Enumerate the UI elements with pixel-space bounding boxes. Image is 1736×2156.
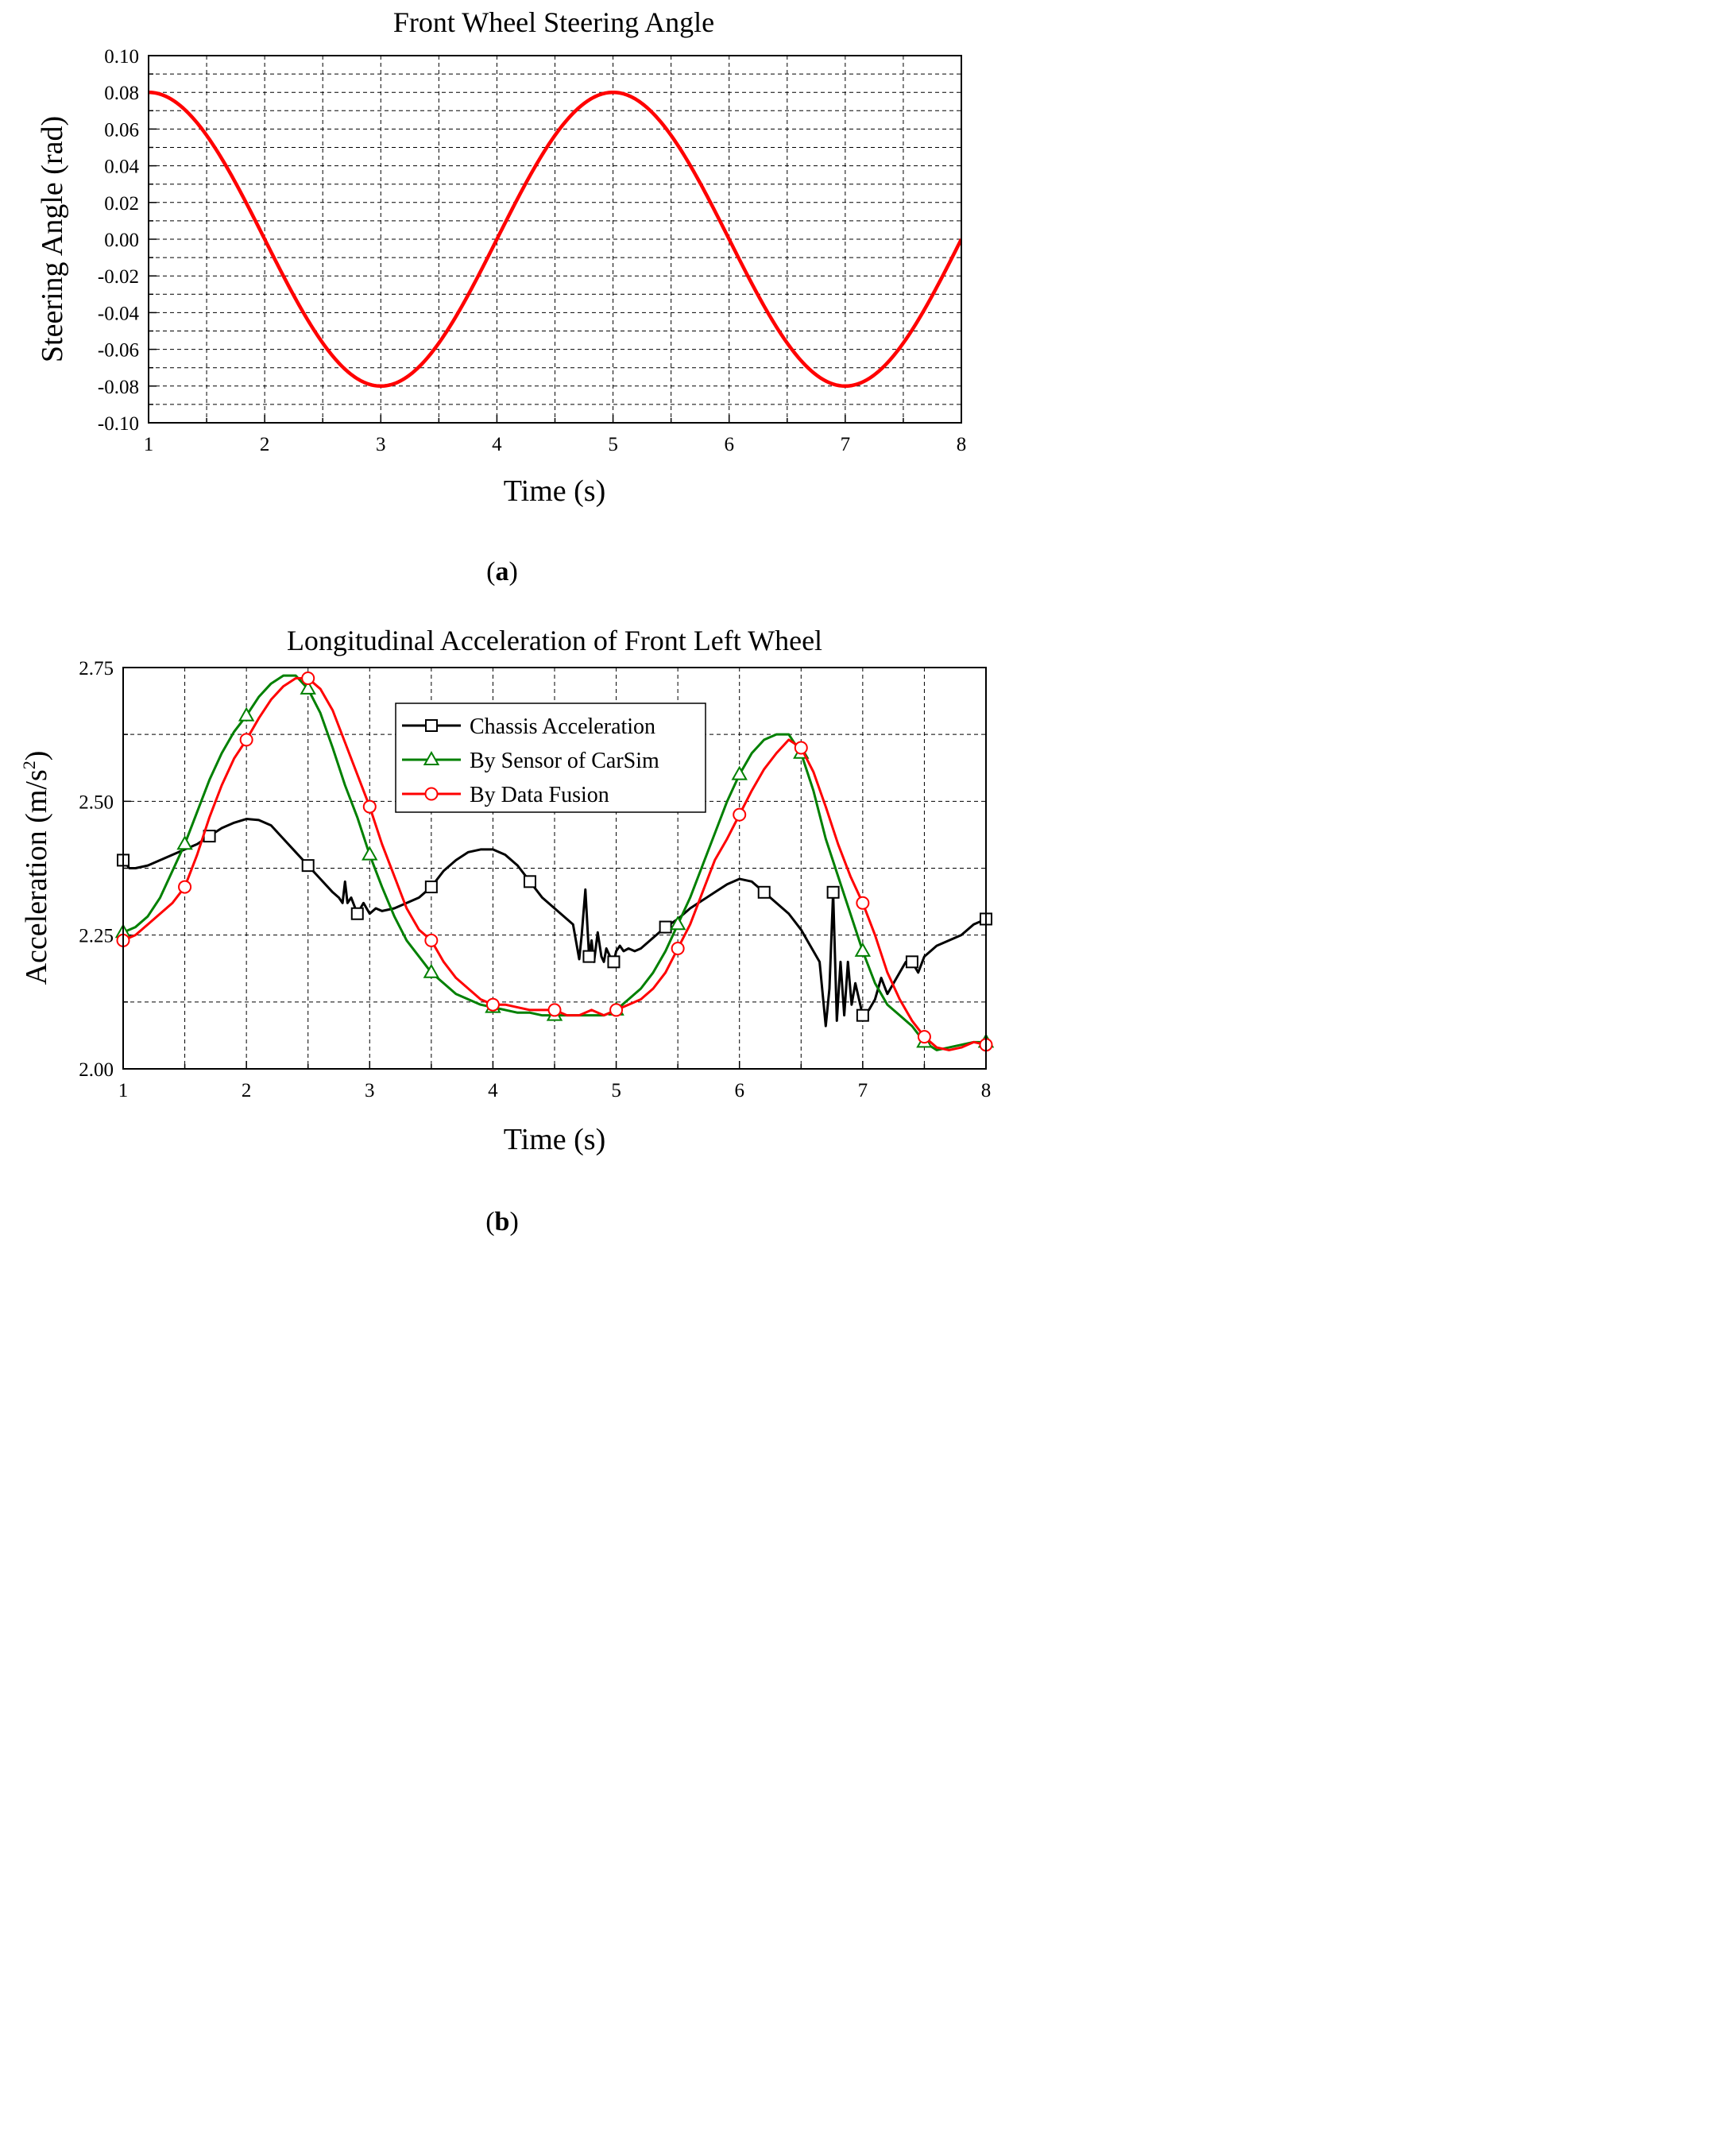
- chart-b-caption-letter: b: [495, 1207, 510, 1237]
- data-point-circle: [424, 933, 439, 947]
- legend-label: Chassis Acceleration: [470, 714, 655, 739]
- y-tick-label: 0.06: [104, 119, 139, 141]
- data-point-circle: [178, 880, 192, 894]
- y-tick-label: 0.04: [104, 157, 139, 178]
- data-point-triangle: [300, 679, 316, 695]
- y-tick-label: 0.02: [104, 193, 139, 215]
- data-point-square: [301, 859, 315, 873]
- chart-a-x-axis-label: Time (s): [504, 474, 605, 508]
- x-tick-label: 7: [858, 1080, 868, 1101]
- y-tick-label: -0.04: [98, 303, 140, 324]
- data-point-circle: [917, 1030, 931, 1044]
- legend-marker-circle: [424, 787, 439, 801]
- chart-a-grid: [149, 56, 961, 423]
- data-point-square: [350, 907, 364, 920]
- x-tick-label: 8: [957, 434, 967, 455]
- chart-a-series: [149, 90, 961, 389]
- data-point-circle: [671, 942, 685, 955]
- chart-b-y-axis-label-main: Acceleration (m/s: [20, 769, 53, 985]
- data-point-square: [582, 950, 596, 963]
- chart-a-plot-frame: [148, 55, 962, 424]
- chart-b-plot-frame: [122, 667, 987, 1070]
- data-point-circle: [856, 896, 870, 910]
- data-point-square: [905, 955, 918, 969]
- data-point-triangle: [854, 942, 872, 957]
- x-tick-label: 2: [242, 1080, 252, 1101]
- data-point-square: [757, 885, 771, 899]
- x-tick-label: 4: [488, 1080, 498, 1101]
- data-point-circle: [547, 1003, 562, 1017]
- chart-b-y-axis-label-sup: 2: [19, 761, 39, 769]
- chart-b: Longitudinal Acceleration of Front Left …: [19, 625, 995, 1237]
- data-point-square: [826, 885, 840, 899]
- data-point-circle: [609, 1003, 624, 1017]
- x-tick-label: 8: [981, 1080, 992, 1101]
- x-tick-label: 5: [608, 434, 618, 455]
- chart-b-x-tick-labels: 1 2 3 4 5 6 7 8: [118, 1080, 992, 1101]
- chart-a-title: Front Wheel Steering Angle: [393, 6, 714, 38]
- y-tick-label: -0.02: [98, 266, 139, 288]
- data-point-circle: [362, 799, 377, 814]
- data-point-triangle: [362, 846, 378, 861]
- x-tick-label: 3: [376, 434, 386, 455]
- data-point-triangle: [669, 915, 686, 931]
- y-tick-label: 0.10: [104, 46, 139, 68]
- data-point-triangle: [423, 963, 440, 978]
- legend-marker-triangle: [423, 750, 440, 765]
- y-tick-label: 0.08: [104, 83, 139, 104]
- chart-b-series: [114, 671, 995, 1052]
- chart-b-caption: (b): [485, 1207, 519, 1237]
- legend-marker-square: [425, 719, 438, 732]
- chart-a-y-tick-labels: -0.10 -0.08 -0.06 -0.04 -0.02 0.00 0.02 0.04 0.0…: [98, 46, 140, 435]
- data-point-square: [607, 955, 621, 969]
- x-tick-label: 2: [260, 434, 270, 455]
- y-tick-label: 0.00: [104, 230, 139, 251]
- figure: Front Wheel Steering Angle 1 2 3 4 5 6 7 8 -0.1…: [19, 6, 995, 1237]
- data-point-circle: [485, 997, 500, 1012]
- y-tick-label: 2.25: [79, 926, 114, 947]
- x-tick-label: 6: [734, 1080, 744, 1101]
- chart-a-x-tick-labels: 1 2 3 4 5 6 7 8: [144, 434, 967, 455]
- data-point-circle: [794, 741, 808, 755]
- x-tick-label: 5: [611, 1080, 621, 1101]
- data-point-triangle: [238, 706, 255, 722]
- legend-label: By Data Fusion: [470, 783, 609, 807]
- series-line-steering-angle: [149, 90, 961, 389]
- y-tick-label: 2.75: [79, 658, 114, 679]
- chart-b-x-axis-label: Time (s): [504, 1123, 605, 1156]
- x-tick-label: 3: [365, 1080, 375, 1101]
- y-tick-label: -0.06: [98, 340, 139, 362]
- chart-b-legend: Chassis Acceleration By Sensor of CarSim B…: [395, 703, 706, 813]
- legend-label: By Sensor of CarSim: [470, 749, 659, 773]
- chart-b-title: Longitudinal Acceleration of Front Left …: [287, 625, 822, 656]
- chart-b-y-tick-labels: 2.00 2.25 2.50 2.75: [79, 658, 114, 1081]
- data-point-triangle: [731, 765, 748, 780]
- chart-a-caption-letter: a: [496, 557, 509, 586]
- data-point-square: [856, 1008, 869, 1022]
- y-tick-label: -0.10: [98, 413, 139, 435]
- data-point-circle: [733, 807, 747, 822]
- y-tick-label: -0.08: [98, 377, 139, 398]
- series-line-chassis-acceleration: [123, 818, 986, 1028]
- chart-b-y-axis-label: Acceleration (m/s2): [19, 751, 53, 985]
- data-point-square: [523, 875, 536, 888]
- x-tick-label: 1: [118, 1080, 129, 1101]
- chart-b-y-axis-label-end: ): [20, 751, 53, 761]
- x-tick-label: 7: [841, 434, 851, 455]
- data-point-circle: [301, 671, 315, 685]
- data-point-circle: [239, 733, 253, 747]
- data-point-triangle: [176, 835, 193, 850]
- x-tick-label: 6: [724, 434, 734, 455]
- chart-a: Front Wheel Steering Angle 1 2 3 4 5 6 7 8 -0.1…: [36, 6, 966, 586]
- y-tick-label: 2.50: [79, 792, 114, 813]
- x-tick-label: 4: [492, 434, 502, 455]
- x-tick-label: 1: [144, 434, 154, 455]
- chart-a-y-axis-label: Steering Angle (rad): [36, 116, 69, 362]
- y-tick-label: 2.00: [79, 1059, 114, 1081]
- data-point-square: [659, 920, 672, 934]
- data-point-square: [424, 881, 438, 894]
- chart-a-caption: (a): [486, 557, 518, 586]
